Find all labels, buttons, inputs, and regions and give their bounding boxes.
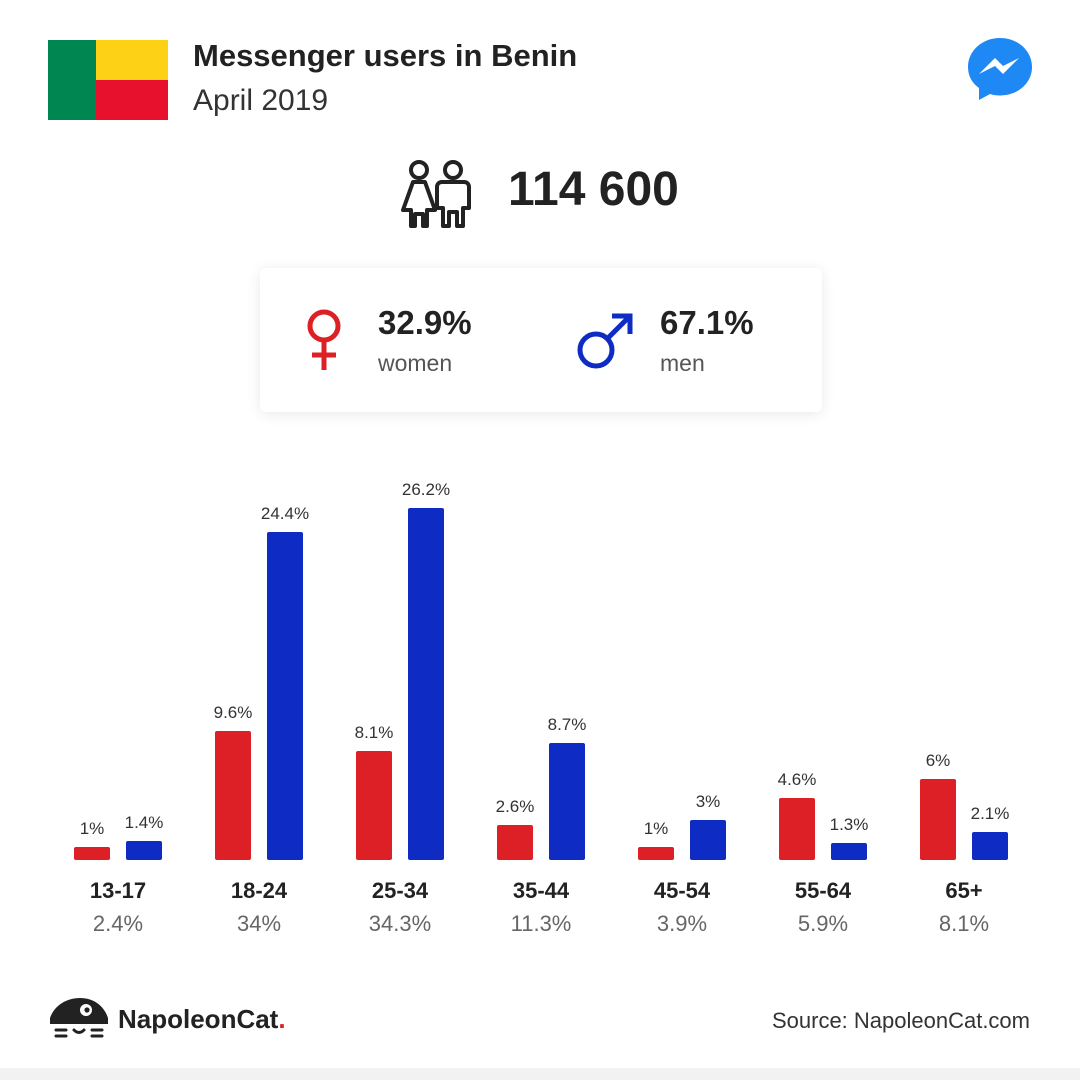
source-text: Source: NapoleonCat.com <box>771 1008 1030 1033</box>
bar-men-13-17 <box>126 841 162 860</box>
women-percentage: 32.9% <box>378 304 472 341</box>
bar-label-women-13-17: 1% <box>79 818 105 838</box>
brand-dot: . <box>278 1004 286 1034</box>
bar-label-women-45-54: 1% <box>643 818 669 838</box>
women-label: women <box>378 350 453 376</box>
bar-women-25-34 <box>356 751 392 860</box>
bar-women-18-24 <box>215 731 251 860</box>
bar-label-men-55-64: 1.3% <box>829 814 869 834</box>
bar-label-men-65+: 2.1% <box>970 803 1010 823</box>
bar-women-55-64 <box>779 798 815 860</box>
flag-red-band <box>96 80 168 120</box>
bar-label-women-65+: 6% <box>925 751 951 771</box>
bar-label-women-18-24: 9.6% <box>213 703 253 723</box>
age-group-total: 34.3% <box>368 911 432 936</box>
age-group-label: 25-34 <box>371 878 429 903</box>
bar-label-women-35-44: 2.6% <box>495 797 535 817</box>
age-group-label: 35-44 <box>512 878 570 903</box>
age-group-total: 2.4% <box>92 911 144 936</box>
men-label: men <box>660 350 705 376</box>
bar-men-18-24 <box>267 532 303 860</box>
bar-men-65+ <box>972 831 1008 860</box>
napoleoncat-logo-icon <box>50 998 108 1038</box>
men-percentage: 67.1% <box>660 304 754 341</box>
messenger-icon <box>968 38 1032 100</box>
bar-men-35-44 <box>549 743 585 860</box>
bar-label-women-25-34: 8.1% <box>354 723 394 743</box>
age-gender-bar-chart: 1% 1.4% 13-17 2.4% 9.6% 24.4% 18-24 34% 8.1% 26.2… <box>0 460 1080 960</box>
age-group-total: 11.3% <box>510 911 572 936</box>
age-group-label: 65+ <box>945 878 983 903</box>
flag-green-band <box>48 40 96 120</box>
age-group-total: 3.9% <box>656 911 708 936</box>
age-group-label: 18-24 <box>230 878 288 903</box>
age-group-label: 45-54 <box>653 878 711 903</box>
bar-men-45-54 <box>690 819 726 860</box>
age-group-label: 13-17 <box>89 878 147 903</box>
bar-label-men-13-17: 1.4% <box>124 813 164 833</box>
brand-name: NapoleonCat. <box>118 1004 286 1035</box>
age-group-total: 34% <box>236 911 282 936</box>
bar-men-25-34 <box>408 508 444 860</box>
bar-label-men-18-24: 24.4% <box>260 504 310 524</box>
bar-label-men-45-54: 3% <box>695 791 721 811</box>
bar-women-65+ <box>920 779 956 860</box>
bar-men-55-64 <box>831 842 867 860</box>
bar-women-35-44 <box>497 825 533 860</box>
people-icon <box>401 160 471 228</box>
age-group-label: 55-64 <box>794 878 852 903</box>
gender-split-card: 32.9% women 67.1% men <box>260 268 822 412</box>
bar-women-13-17 <box>74 846 110 860</box>
bar-women-45-54 <box>638 846 674 860</box>
bottom-strip <box>0 1068 1080 1080</box>
male-symbol-icon <box>577 313 633 369</box>
age-group-total: 5.9% <box>797 911 849 936</box>
bar-label-women-55-64: 4.6% <box>777 770 817 790</box>
page-subtitle: April 2019 <box>193 84 329 117</box>
age-group-total: 8.1% <box>938 911 990 936</box>
brand-name-text: NapoleonCat <box>118 1004 279 1034</box>
bar-label-men-35-44: 8.7% <box>547 715 587 735</box>
female-symbol-icon <box>307 309 341 370</box>
page-title: Messenger users in Benin <box>193 38 578 73</box>
bar-label-men-25-34: 26.2% <box>401 480 451 499</box>
total-users: 114 600 <box>508 163 679 216</box>
benin-flag-icon <box>48 40 168 120</box>
flag-yellow-band <box>96 40 168 80</box>
